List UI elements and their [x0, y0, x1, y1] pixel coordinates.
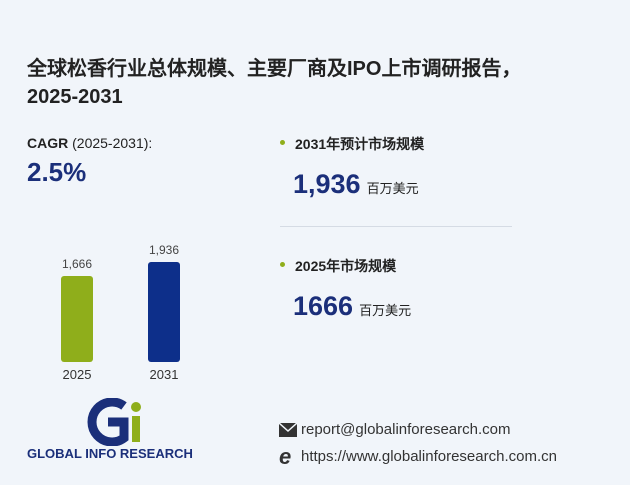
- mail-icon: [279, 423, 297, 437]
- stat-unit: 百万美元: [359, 303, 412, 318]
- website: https://www.globalinforesearch.com.cn: [301, 448, 557, 465]
- bar: [148, 262, 180, 362]
- cagr-value: 2.5%: [27, 157, 87, 187]
- stat-value-row: 1,936 百万美元: [293, 169, 419, 200]
- cagr-caption: CAGR (2025-2031):: [27, 135, 152, 151]
- web-icon: e: [279, 444, 292, 469]
- email: report@globalinforesearch.com: [301, 421, 511, 438]
- value-label: 1,666: [62, 257, 92, 271]
- stat-label: 2031年预计市场规模: [295, 136, 425, 152]
- bullet: [280, 140, 285, 145]
- title-line: 2025-2031: [27, 86, 123, 108]
- bar: [61, 275, 93, 362]
- divider: [280, 226, 512, 227]
- x-tick-label: 2025: [63, 367, 92, 382]
- title-line: 全球松香行业总体规模、主要厂商及IPO上市调研报告，: [27, 58, 522, 80]
- value-label: 1,936: [149, 243, 179, 257]
- x-tick-label: 2031: [150, 367, 179, 382]
- cagr-period: (2025-2031):: [72, 135, 153, 151]
- bullet: [280, 262, 285, 267]
- stat-label: 2025年市场规模: [295, 258, 397, 274]
- cagr-label: CAGR: [27, 135, 69, 151]
- logo-g: [87, 398, 129, 446]
- logo-dot: [131, 402, 141, 412]
- stat-value-row: 1666 百万美元: [293, 291, 411, 322]
- stat-value: 1666: [293, 291, 354, 321]
- logo-mark: [87, 398, 141, 446]
- stat-value: 1,936: [293, 169, 361, 199]
- bar-chart: 1,666 2025 1,936 2031: [61, 243, 180, 382]
- logo-i: [132, 416, 140, 442]
- logo-text: GLOBAL INFO RESEARCH: [27, 446, 193, 461]
- stat-unit: 百万美元: [366, 181, 419, 196]
